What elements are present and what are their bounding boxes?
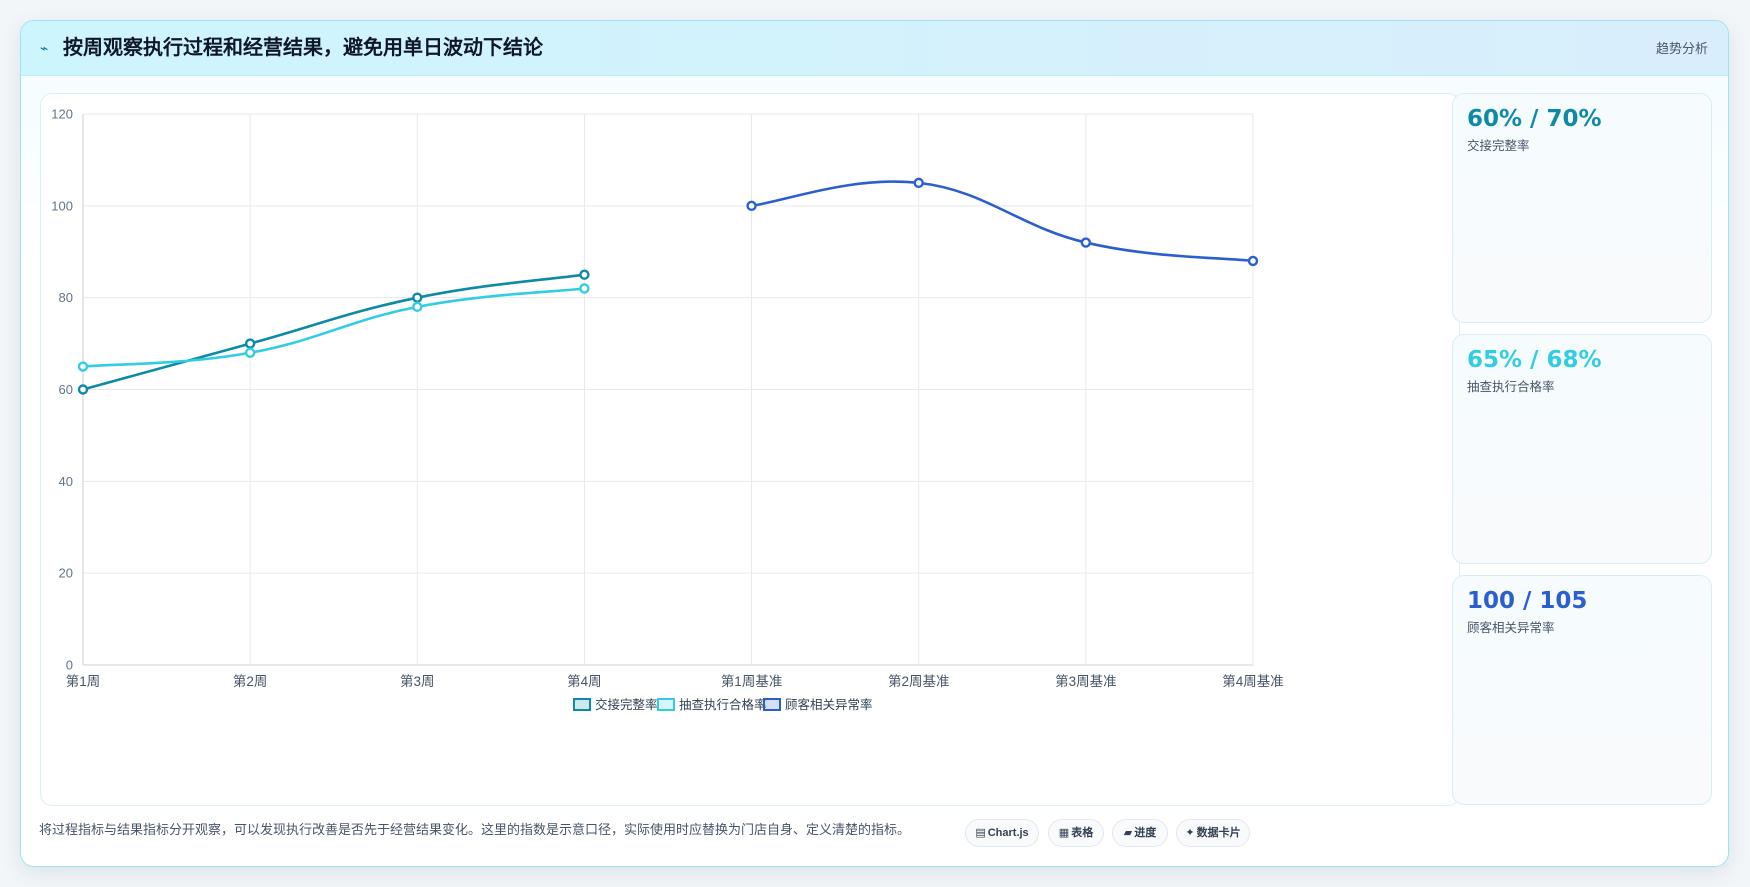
chartjs-pill[interactable]: ▤ Chart.js <box>965 819 1039 847</box>
series-point-3 <box>913 177 924 189</box>
series-point-3 <box>746 200 757 212</box>
y-tick-label: 120 <box>51 107 73 122</box>
y-tick-label: 100 <box>51 198 73 213</box>
x-tick-label: 第2周基准 <box>888 673 950 689</box>
series-point-1 <box>412 292 423 303</box>
x-tick-label: 第3周 <box>400 673 435 689</box>
series-line-2 <box>82 287 585 368</box>
series-line-1 <box>82 273 585 391</box>
x-tick-label: 第4周基准 <box>1222 673 1284 689</box>
kpi-value: 100 / 105 <box>1467 588 1588 614</box>
legend-label: 抽查执行合格率 <box>679 697 767 712</box>
kpi-label: 抽查执行合格率 <box>1467 380 1555 394</box>
x-tick-label: 第1周基准 <box>721 673 783 689</box>
y-tick-label: 40 <box>59 474 73 489</box>
legend-label: 交接完整率 <box>595 697 658 712</box>
series-point-2 <box>412 301 423 313</box>
progress-icon: ▰ <box>1123 827 1133 839</box>
table-pill[interactable]: ▦ 表格 <box>1048 819 1104 847</box>
x-tick-label: 第1周 <box>66 673 101 689</box>
line-chart: 0 20 40 60 80 100 120 第1周 第2周 第3周 第4周 第1周基准 第2周基准 第3周… <box>51 107 1284 713</box>
kpi-label: 顾客相关异常率 <box>1467 621 1555 635</box>
series-point-2 <box>579 283 590 294</box>
progress-pill[interactable]: ▰ 进度 <box>1112 819 1168 847</box>
trend-analysis-tag: 趋势分析 <box>1655 41 1708 56</box>
card-header: ⌁ 按周观察执行过程和经营结果，避免用单日波动下结论 趋势分析 <box>21 21 1728 76</box>
pill-label: 数据卡片 <box>1196 827 1241 839</box>
card-title: 按周观察执行过程和经营结果，避免用单日波动下结论 <box>63 37 543 59</box>
trend-card: ⌁ 按周观察执行过程和经营结果，避免用单日波动下结论 趋势分析 0 20 40 60 8… <box>20 20 1729 867</box>
kpi-value: 65% / 68% <box>1467 347 1602 373</box>
kpi-card-inspection: 65% / 68% 抽查执行合格率 <box>1452 334 1712 564</box>
kpi-value: 60% / 70% <box>1467 106 1602 132</box>
y-tick-label: 60 <box>59 382 73 397</box>
chart-panel: 0 20 40 60 80 100 120 第1周 第2周 第3周 第4周 第1周基准 第2周基准 第3周… <box>40 93 1460 806</box>
series-point-2 <box>77 361 89 372</box>
data-card-pill[interactable]: ✦ 数据卡片 <box>1176 819 1250 847</box>
sparkle-icon: ✦ <box>1185 827 1195 839</box>
x-tick-label: 第2周 <box>233 673 268 689</box>
legend-label: 顾客相关异常率 <box>785 697 873 712</box>
kpi-label: 交接完整率 <box>1467 139 1530 153</box>
x-tick-label: 第3周基准 <box>1055 673 1117 689</box>
legend-swatch <box>657 698 675 711</box>
y-tick-label: 20 <box>59 566 73 581</box>
series-line-3 <box>751 180 1254 263</box>
series-point-1 <box>77 384 89 395</box>
table-icon: ▦ <box>1058 827 1070 839</box>
series-point-2 <box>244 347 256 358</box>
series-point-1 <box>579 269 590 280</box>
series-point-3 <box>1247 255 1259 267</box>
y-tick-label: 80 <box>59 290 73 305</box>
chart-icon: ▤ <box>975 827 986 839</box>
y-tick-label: 0 <box>66 658 73 673</box>
kpi-card-handover: 60% / 70% 交接完整率 <box>1452 93 1712 323</box>
lightning-icon: ⌁ <box>40 40 49 56</box>
pill-label: Chart.js <box>987 827 1029 839</box>
legend-swatch <box>763 698 781 711</box>
legend-swatch <box>573 698 591 711</box>
series-point-3 <box>1080 237 1092 248</box>
kpi-card-customer-anomaly: 100 / 105 顾客相关异常率 <box>1452 575 1712 805</box>
series-point-1 <box>244 338 256 349</box>
footer-note: 将过程指标与结果指标分开观察，可以发现执行改善是否先于经营结果变化。这里的指数是… <box>39 822 911 837</box>
pill-label: 进度 <box>1134 827 1157 839</box>
x-tick-label: 第4周 <box>567 673 602 689</box>
pill-label: 表格 <box>1071 827 1094 839</box>
